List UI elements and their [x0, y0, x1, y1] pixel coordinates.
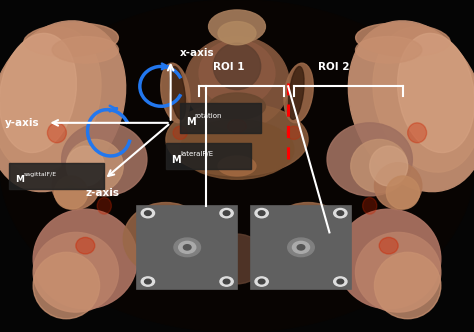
Ellipse shape: [363, 198, 377, 214]
Text: ROI 1: ROI 1: [213, 62, 245, 72]
Ellipse shape: [408, 123, 427, 143]
Ellipse shape: [123, 203, 209, 276]
Circle shape: [255, 208, 268, 218]
Ellipse shape: [287, 126, 301, 139]
Circle shape: [337, 279, 344, 284]
Circle shape: [145, 279, 151, 284]
Ellipse shape: [374, 163, 422, 209]
Ellipse shape: [348, 21, 474, 192]
Circle shape: [223, 279, 230, 284]
Ellipse shape: [228, 120, 246, 133]
Circle shape: [141, 277, 155, 286]
Text: lateralF/E: lateralF/E: [180, 151, 213, 157]
Circle shape: [141, 208, 155, 218]
Ellipse shape: [209, 10, 265, 43]
Text: z-axis: z-axis: [85, 188, 119, 198]
Circle shape: [179, 241, 196, 253]
Text: M: M: [172, 154, 181, 165]
Text: M: M: [186, 118, 195, 127]
Ellipse shape: [52, 163, 100, 209]
Circle shape: [174, 238, 201, 257]
Text: y-axis: y-axis: [5, 118, 39, 128]
Text: x-axis: x-axis: [180, 48, 215, 58]
Bar: [9, 163, 104, 189]
Ellipse shape: [161, 63, 190, 123]
Ellipse shape: [398, 34, 474, 152]
Circle shape: [220, 208, 233, 218]
Ellipse shape: [62, 123, 147, 196]
Ellipse shape: [66, 146, 104, 186]
Ellipse shape: [213, 43, 261, 90]
Circle shape: [334, 208, 347, 218]
Ellipse shape: [33, 252, 100, 319]
Ellipse shape: [218, 22, 256, 45]
Ellipse shape: [24, 23, 119, 57]
Ellipse shape: [209, 93, 265, 120]
Ellipse shape: [209, 234, 265, 284]
Bar: [137, 206, 237, 289]
Text: sagittalF/E: sagittalF/E: [24, 172, 57, 177]
Text: M: M: [15, 175, 24, 185]
Ellipse shape: [356, 232, 441, 312]
Bar: [251, 206, 351, 289]
Ellipse shape: [327, 123, 412, 196]
Ellipse shape: [185, 37, 289, 129]
Ellipse shape: [374, 252, 441, 319]
Circle shape: [258, 279, 265, 284]
Circle shape: [337, 211, 344, 215]
Circle shape: [288, 238, 314, 257]
Ellipse shape: [52, 37, 118, 63]
Circle shape: [145, 211, 151, 215]
Ellipse shape: [0, 21, 126, 192]
Ellipse shape: [370, 146, 408, 186]
Ellipse shape: [356, 23, 450, 57]
Ellipse shape: [76, 237, 95, 254]
Circle shape: [292, 241, 310, 253]
Ellipse shape: [166, 103, 308, 176]
Ellipse shape: [173, 126, 187, 139]
Ellipse shape: [386, 176, 419, 209]
Text: ROI 2: ROI 2: [318, 62, 349, 72]
Text: rotation: rotation: [194, 113, 222, 120]
Ellipse shape: [97, 198, 111, 214]
Ellipse shape: [0, 27, 101, 172]
Circle shape: [220, 277, 233, 286]
Ellipse shape: [351, 139, 408, 193]
Bar: [180, 103, 261, 133]
Ellipse shape: [33, 209, 137, 309]
Ellipse shape: [218, 156, 256, 176]
Ellipse shape: [289, 66, 304, 120]
Ellipse shape: [47, 123, 66, 143]
Ellipse shape: [373, 27, 474, 172]
Ellipse shape: [379, 237, 398, 254]
Ellipse shape: [356, 37, 422, 63]
Circle shape: [258, 211, 265, 215]
Circle shape: [334, 277, 347, 286]
Ellipse shape: [0, 34, 76, 152]
Circle shape: [183, 245, 191, 250]
Ellipse shape: [33, 232, 118, 312]
Ellipse shape: [199, 40, 275, 106]
Ellipse shape: [284, 63, 313, 123]
Circle shape: [223, 211, 230, 215]
Ellipse shape: [180, 120, 294, 179]
Circle shape: [255, 277, 268, 286]
Ellipse shape: [337, 209, 441, 309]
Ellipse shape: [66, 139, 123, 193]
Ellipse shape: [170, 66, 185, 120]
Ellipse shape: [265, 203, 351, 276]
Bar: [166, 143, 251, 169]
Circle shape: [297, 245, 305, 250]
Ellipse shape: [55, 176, 88, 209]
